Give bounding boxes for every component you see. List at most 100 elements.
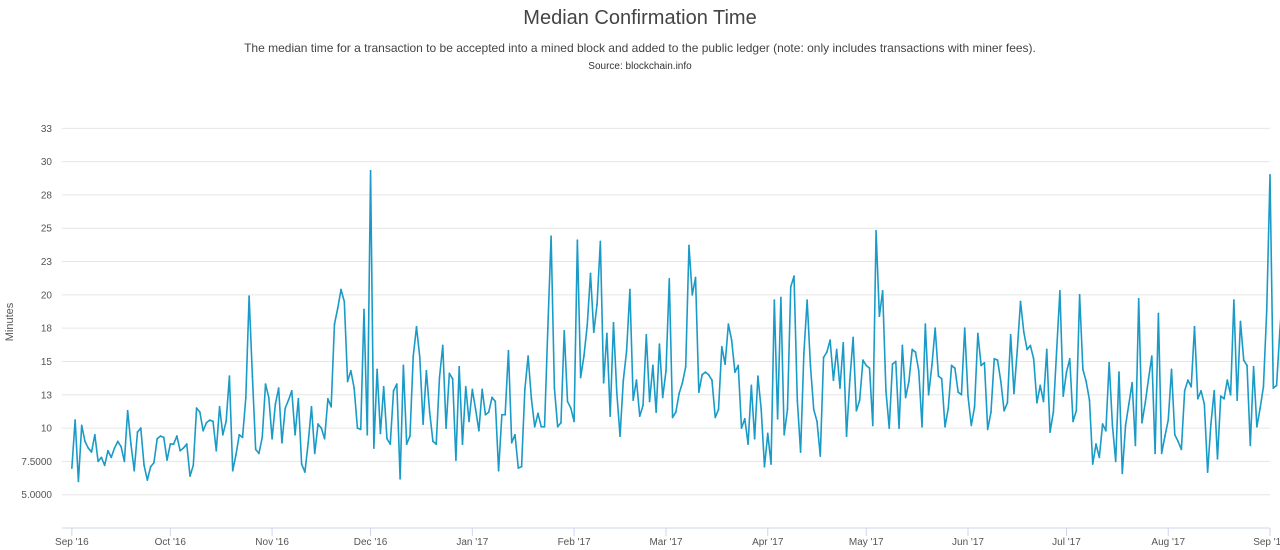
data-point bbox=[271, 437, 273, 440]
data-point bbox=[527, 355, 530, 358]
data-point bbox=[934, 327, 937, 330]
data-point bbox=[852, 336, 855, 339]
data-point bbox=[622, 379, 625, 382]
x-tick-label: Apr '17 bbox=[752, 537, 784, 548]
data-point bbox=[720, 345, 723, 348]
data-point bbox=[474, 408, 477, 411]
data-point bbox=[1236, 399, 1239, 401]
data-point bbox=[277, 387, 280, 390]
data-point bbox=[425, 369, 428, 372]
data-point bbox=[399, 477, 402, 480]
data-point bbox=[153, 461, 155, 464]
data-point bbox=[743, 417, 746, 420]
data-point bbox=[343, 300, 346, 303]
data-point bbox=[612, 321, 615, 324]
data-point bbox=[182, 447, 185, 449]
data-point bbox=[1232, 299, 1235, 302]
data-point bbox=[1131, 381, 1134, 384]
data-point bbox=[730, 339, 733, 342]
data-point bbox=[816, 420, 818, 423]
data-point bbox=[737, 364, 740, 367]
data-point bbox=[126, 409, 129, 412]
data-point bbox=[84, 440, 86, 443]
data-point bbox=[885, 389, 887, 392]
data-point bbox=[573, 420, 575, 423]
data-point bbox=[661, 396, 664, 399]
data-point bbox=[714, 416, 717, 419]
data-point bbox=[648, 400, 651, 403]
data-point bbox=[320, 427, 323, 429]
data-point bbox=[599, 240, 602, 243]
data-point bbox=[274, 403, 277, 405]
data-point bbox=[110, 456, 113, 459]
data-point bbox=[763, 465, 766, 468]
data-point bbox=[1055, 349, 1058, 352]
data-point bbox=[655, 411, 658, 413]
data-point bbox=[185, 443, 188, 445]
data-point bbox=[537, 412, 539, 415]
data-point bbox=[878, 315, 881, 318]
data-point bbox=[1036, 401, 1038, 404]
data-point bbox=[1200, 389, 1202, 392]
data-point bbox=[412, 355, 415, 358]
data-point bbox=[953, 367, 956, 370]
data-point bbox=[422, 423, 424, 425]
data-point bbox=[530, 397, 533, 400]
data-point bbox=[1275, 384, 1278, 387]
data-point bbox=[914, 351, 917, 354]
x-tick-label: Jun '17 bbox=[952, 537, 984, 548]
data-point bbox=[497, 469, 500, 472]
data-point bbox=[701, 373, 704, 376]
data-point bbox=[123, 460, 126, 463]
data-point bbox=[139, 427, 142, 429]
x-tick-label: Aug '17 bbox=[1151, 537, 1185, 548]
data-point bbox=[691, 293, 694, 296]
data-point bbox=[307, 441, 310, 444]
data-point bbox=[359, 428, 362, 431]
data-point bbox=[628, 288, 631, 291]
series-line-group bbox=[70, 170, 1280, 483]
data-point bbox=[740, 427, 743, 429]
data-point bbox=[113, 447, 116, 449]
data-point bbox=[1098, 456, 1101, 459]
data-point bbox=[471, 388, 474, 391]
data-point bbox=[333, 323, 336, 326]
data-point bbox=[1203, 403, 1206, 405]
data-point bbox=[1091, 463, 1094, 465]
data-point bbox=[205, 421, 208, 424]
data-point bbox=[235, 453, 237, 456]
data-point bbox=[326, 397, 329, 400]
data-point bbox=[904, 396, 907, 399]
data-point bbox=[310, 405, 313, 408]
data-point bbox=[346, 380, 349, 383]
data-point bbox=[1072, 420, 1074, 423]
data-point bbox=[392, 389, 395, 392]
data-point bbox=[1239, 320, 1242, 323]
data-point bbox=[996, 359, 999, 362]
data-point bbox=[1059, 289, 1061, 292]
data-point bbox=[1190, 385, 1193, 388]
data-point bbox=[162, 436, 165, 439]
data-point bbox=[1219, 395, 1222, 398]
data-point bbox=[254, 448, 257, 451]
data-point bbox=[734, 371, 736, 374]
data-point bbox=[297, 397, 300, 400]
data-point bbox=[441, 344, 444, 347]
data-point bbox=[1137, 297, 1140, 300]
data-point bbox=[770, 463, 772, 465]
data-point bbox=[438, 376, 441, 379]
data-point bbox=[494, 400, 497, 403]
data-point bbox=[251, 375, 254, 378]
data-point bbox=[290, 389, 293, 392]
data-point bbox=[674, 411, 677, 413]
data-point bbox=[172, 443, 175, 445]
data-point bbox=[809, 364, 812, 367]
data-point bbox=[376, 368, 379, 371]
data-point bbox=[389, 443, 392, 445]
data-point bbox=[901, 344, 904, 347]
data-point bbox=[1121, 472, 1124, 475]
data-point bbox=[665, 369, 667, 372]
data-point bbox=[999, 380, 1002, 383]
data-point bbox=[369, 170, 372, 172]
